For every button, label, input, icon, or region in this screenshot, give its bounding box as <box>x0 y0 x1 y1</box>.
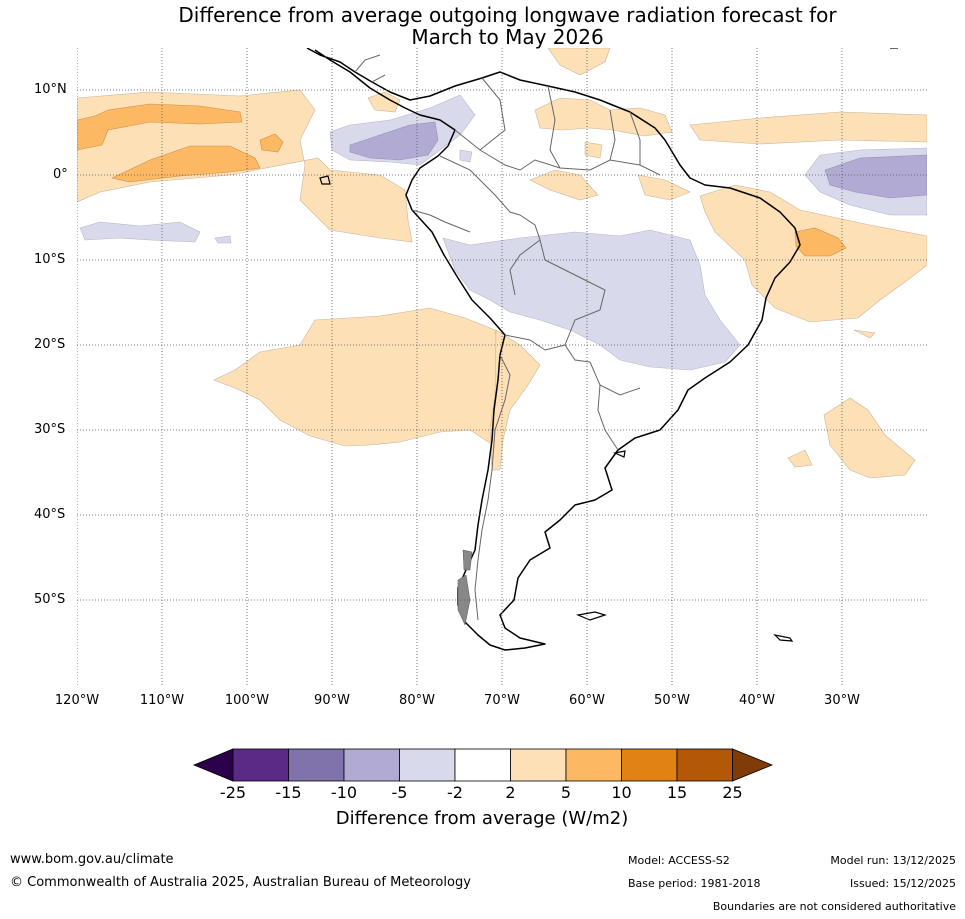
colorbar-tick-label: 10 <box>611 783 632 802</box>
colorbar-swatch <box>232 748 289 782</box>
longitude-label: 110°W <box>139 693 185 708</box>
colorbar-swatch <box>676 748 733 782</box>
anomaly-negative-medium <box>349 121 927 199</box>
colorbar-tick-label: -10 <box>330 783 358 802</box>
islands <box>319 48 898 642</box>
latitude-label: 50°S <box>34 592 66 607</box>
colorbar-swatch <box>454 748 511 782</box>
longitude-label: 70°W <box>484 693 520 708</box>
longitude-label: 80°W <box>399 693 435 708</box>
colorbar-swatch <box>343 748 400 782</box>
colorbar-tick-label: -2 <box>447 783 463 802</box>
longitude-label: 100°W <box>224 693 270 708</box>
boundaries-disclaimer: Boundaries are not considered authoritat… <box>712 900 956 913</box>
colorbar-under-arrow <box>192 748 234 782</box>
colorbar-tick-label: -25 <box>219 783 247 802</box>
longitude-label: 30°W <box>824 693 860 708</box>
colorbar-swatch <box>510 748 567 782</box>
longitude-label: 40°W <box>739 693 775 708</box>
colorbar-tick-label: -5 <box>391 783 408 802</box>
model-name: Model: ACCESS-S2 <box>628 854 730 867</box>
graticule <box>77 48 927 685</box>
latitude-label: 40°S <box>34 507 66 522</box>
title-line-2: March to May 2026 <box>411 25 604 49</box>
colorbar-swatch <box>399 748 456 782</box>
colorbar-tick-label: 5 <box>560 783 572 802</box>
title-line-1: Difference from average outgoing longwav… <box>178 3 837 27</box>
latitude-label: 0° <box>53 167 68 182</box>
colorbar-tick-label: 15 <box>666 783 688 802</box>
latitude-label: 20°S <box>34 337 66 352</box>
colorbar-tick-label: -15 <box>275 783 302 802</box>
colorbar-tick-label: 25 <box>722 783 743 802</box>
longitude-label: 120°W <box>54 693 100 708</box>
longitude-label: 60°W <box>569 693 605 708</box>
copyright-notice: © Commonwealth of Australia 2025, Austra… <box>10 875 471 890</box>
colorbar-swatch <box>621 748 678 782</box>
colorbar-label: Difference from average (W/m2) <box>335 808 629 829</box>
chilean-fjords <box>457 549 473 626</box>
website-url[interactable]: www.bom.gov.au/climate <box>10 852 174 867</box>
colorbar-swatch <box>288 748 345 782</box>
map-panel <box>77 48 927 685</box>
longitude-label: 90°W <box>314 693 350 708</box>
latitude-label: 30°S <box>34 422 66 437</box>
anomaly-positive-medium <box>77 103 847 257</box>
model-run-date: Model run: 13/12/2025 <box>830 854 956 867</box>
longitude-label: 50°W <box>654 693 690 708</box>
colorbar-tick-label: 2 <box>505 783 516 802</box>
colorbar-swatch <box>565 748 622 782</box>
map-title: Difference from average outgoing longwav… <box>0 4 965 48</box>
continent-coastline <box>306 48 801 651</box>
issued-date: Issued: 15/12/2025 <box>849 877 956 890</box>
colorbar-over-arrow <box>732 748 774 782</box>
latitude-label: 10°S <box>34 252 66 267</box>
base-period: Base period: 1981-2018 <box>628 877 761 890</box>
latitude-label: 10°N <box>34 82 67 97</box>
